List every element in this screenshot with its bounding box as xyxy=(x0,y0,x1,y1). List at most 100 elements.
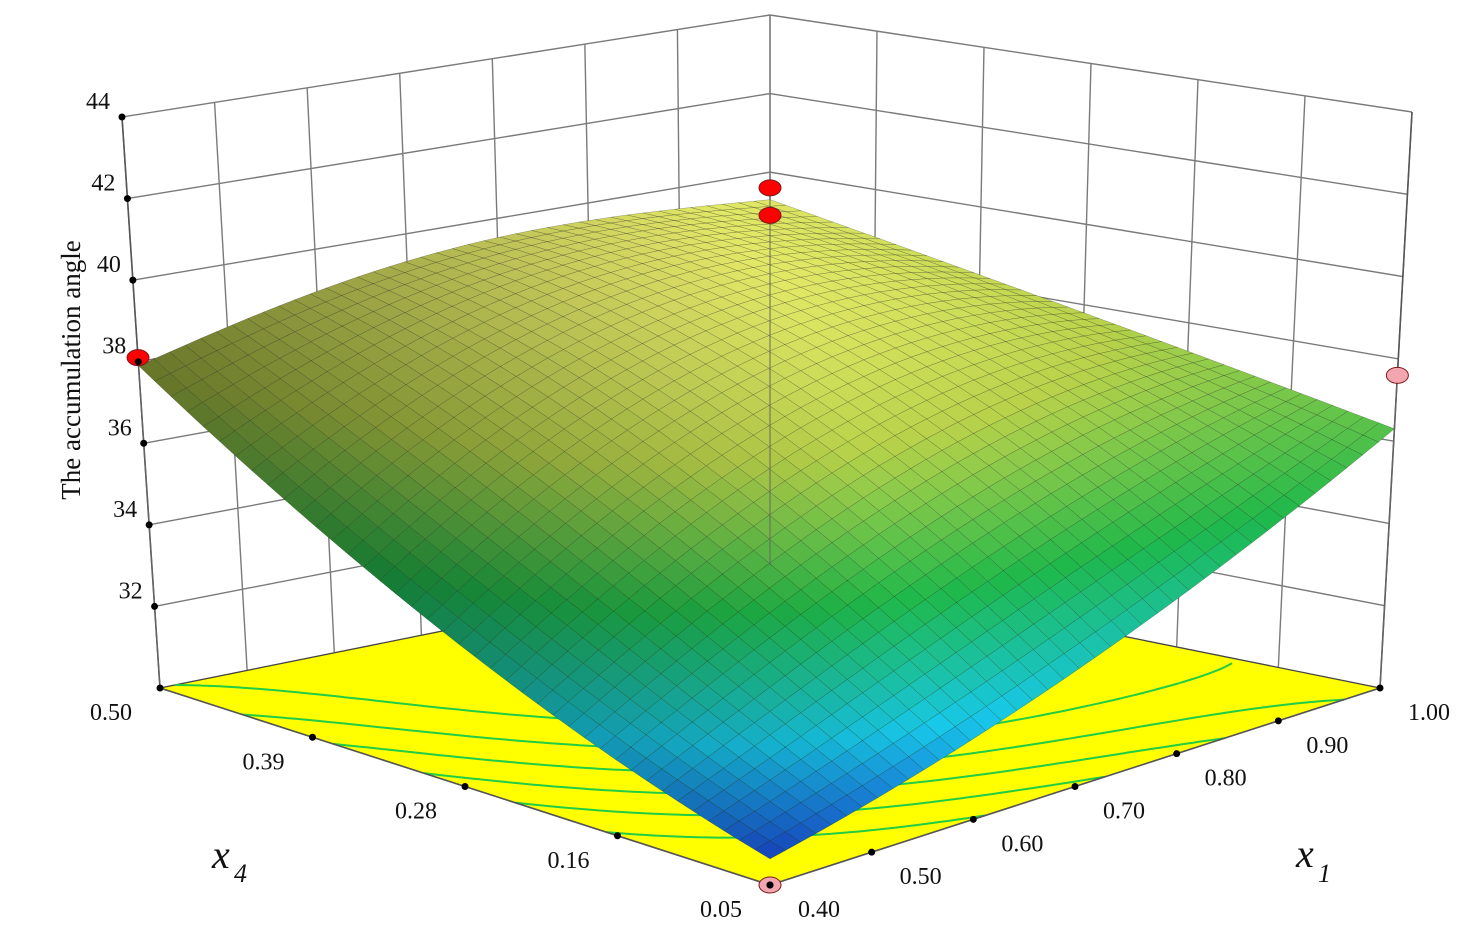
surface-mesh-cell xyxy=(250,433,283,460)
surface-mesh-cell xyxy=(310,316,343,335)
surface-mesh-cell xyxy=(310,351,344,372)
surface-mesh-cell xyxy=(925,471,958,494)
design-point-stem xyxy=(1379,375,1398,689)
surface-mesh-cell xyxy=(971,630,1003,657)
surface-mesh-cell xyxy=(723,756,755,780)
surface-mesh-cell xyxy=(517,474,550,500)
x4-tick-label: 0.50 xyxy=(90,700,132,726)
x4-axis-title: x 4 xyxy=(211,832,247,888)
surface-mesh-cell xyxy=(505,666,538,693)
surface-mesh-cell xyxy=(436,321,469,339)
surface-mesh-cell xyxy=(800,505,833,530)
surface-mesh-cell xyxy=(660,709,693,735)
surface-mesh-cell xyxy=(296,402,329,426)
surface-mesh-cell xyxy=(801,233,833,240)
surface-mesh-cell xyxy=(455,499,488,526)
surface-mesh-cell xyxy=(231,318,265,337)
surface-mesh-cell xyxy=(753,734,786,759)
surface-mesh-cell xyxy=(1005,295,1038,303)
surface-mesh-cell xyxy=(815,313,849,328)
surface-mesh-cell xyxy=(689,401,723,423)
surface-mesh-cell xyxy=(910,293,944,304)
surface-mesh-cell xyxy=(705,309,739,325)
surface-mesh-cell xyxy=(341,335,375,354)
surface-mesh-cell xyxy=(784,663,817,690)
z-tick-label: 34 xyxy=(113,497,137,523)
surface-mesh-cell xyxy=(831,604,864,631)
surface-mesh-cell xyxy=(879,320,912,335)
surface-mesh-cell xyxy=(1129,335,1163,345)
x1-tick-label: 0.50 xyxy=(900,864,942,890)
surface-mesh-cell xyxy=(185,379,219,403)
surface-mesh-cell xyxy=(753,538,786,564)
x1-tick-mark xyxy=(868,848,876,856)
x1-axis-sub: 1 xyxy=(1318,859,1331,888)
surface-mesh-cell xyxy=(202,392,235,418)
surface-mesh-cell xyxy=(202,416,236,442)
surface-mesh-cell xyxy=(769,675,802,701)
surface-mesh-cell xyxy=(926,292,960,302)
surface-mesh-cell xyxy=(722,636,755,663)
surface-mesh-cell xyxy=(689,302,723,317)
surface-mesh-cell xyxy=(831,703,864,728)
surface-mesh-cell xyxy=(597,585,630,612)
surface-mesh-cell xyxy=(566,586,599,613)
surface-mesh-cell xyxy=(769,769,802,792)
surface-mesh-cell xyxy=(784,287,818,299)
surface-mesh-cell xyxy=(357,327,391,346)
surface-mesh-cell xyxy=(1065,542,1098,568)
surface-mesh-cell xyxy=(313,461,346,488)
surface-mesh-cell xyxy=(1034,539,1067,564)
surface-mesh-cell xyxy=(437,375,470,397)
surface-mesh-cell xyxy=(754,840,786,860)
surface-mesh-cell xyxy=(327,403,361,428)
x1-tick-label: 0.70 xyxy=(1103,799,1145,825)
design-point xyxy=(126,349,150,367)
x1-tick-label: 0.40 xyxy=(798,897,840,923)
surface-mesh-cell xyxy=(692,733,724,758)
surface-mesh-cell xyxy=(784,688,817,714)
surface-mesh-cell xyxy=(625,253,660,264)
surface-mesh-cell xyxy=(1300,431,1333,452)
surface-mesh-cell xyxy=(329,450,362,476)
surface-mesh-cell xyxy=(1144,432,1177,452)
surface-mesh-cell xyxy=(736,276,770,289)
z-tick-label: 36 xyxy=(108,415,132,441)
surface-mesh-cell xyxy=(1003,535,1036,561)
surface-mesh-cell xyxy=(970,655,1003,682)
surface-mesh-cell xyxy=(676,721,709,746)
surface-mesh-cell xyxy=(436,338,470,357)
surface-mesh-cell xyxy=(547,367,580,388)
surface-mesh-cell xyxy=(533,510,566,537)
surface-mesh-cell xyxy=(484,366,517,387)
surface-mesh-cell xyxy=(504,614,537,641)
surface-mesh-cell xyxy=(957,414,990,434)
x4-axis-sub: 4 xyxy=(234,859,247,888)
surface-mesh-cell xyxy=(736,341,770,359)
surface-mesh-cell xyxy=(661,756,694,781)
surface-mesh-cell xyxy=(483,330,517,349)
surface-mesh-cell xyxy=(498,258,533,270)
surface-mesh-cell xyxy=(661,779,694,802)
design-points xyxy=(126,179,1409,894)
axis-ticks: 32 34 36 38 40 42 44 0.40 0.50 0.60 0.70 0.80 0.90 1.… xyxy=(86,89,1450,923)
surface-mesh-cell xyxy=(893,560,927,586)
wall-grid-x4-line xyxy=(1277,95,1306,668)
surface-mesh-cell xyxy=(784,540,817,566)
surface-mesh-cell xyxy=(861,775,894,799)
surface-mesh-cell xyxy=(863,338,896,355)
surface-mesh-cell xyxy=(815,280,850,292)
surface-mesh-cell xyxy=(419,285,453,299)
surface-mesh-cell xyxy=(894,372,928,391)
surface-mesh-cell xyxy=(451,299,485,315)
surface-mesh-cell xyxy=(880,260,912,267)
x4-tick-mark xyxy=(156,684,164,692)
z-tick-mark xyxy=(129,276,137,284)
surface-mesh-cell xyxy=(864,243,896,250)
z-tick-label: 40 xyxy=(97,252,121,278)
surface-mesh-cell xyxy=(626,218,659,225)
surface-mesh-cell xyxy=(831,366,865,384)
surface-mesh-cell xyxy=(644,648,677,675)
surface-mesh-cell xyxy=(373,319,406,337)
surface-mesh-cell xyxy=(893,634,926,661)
